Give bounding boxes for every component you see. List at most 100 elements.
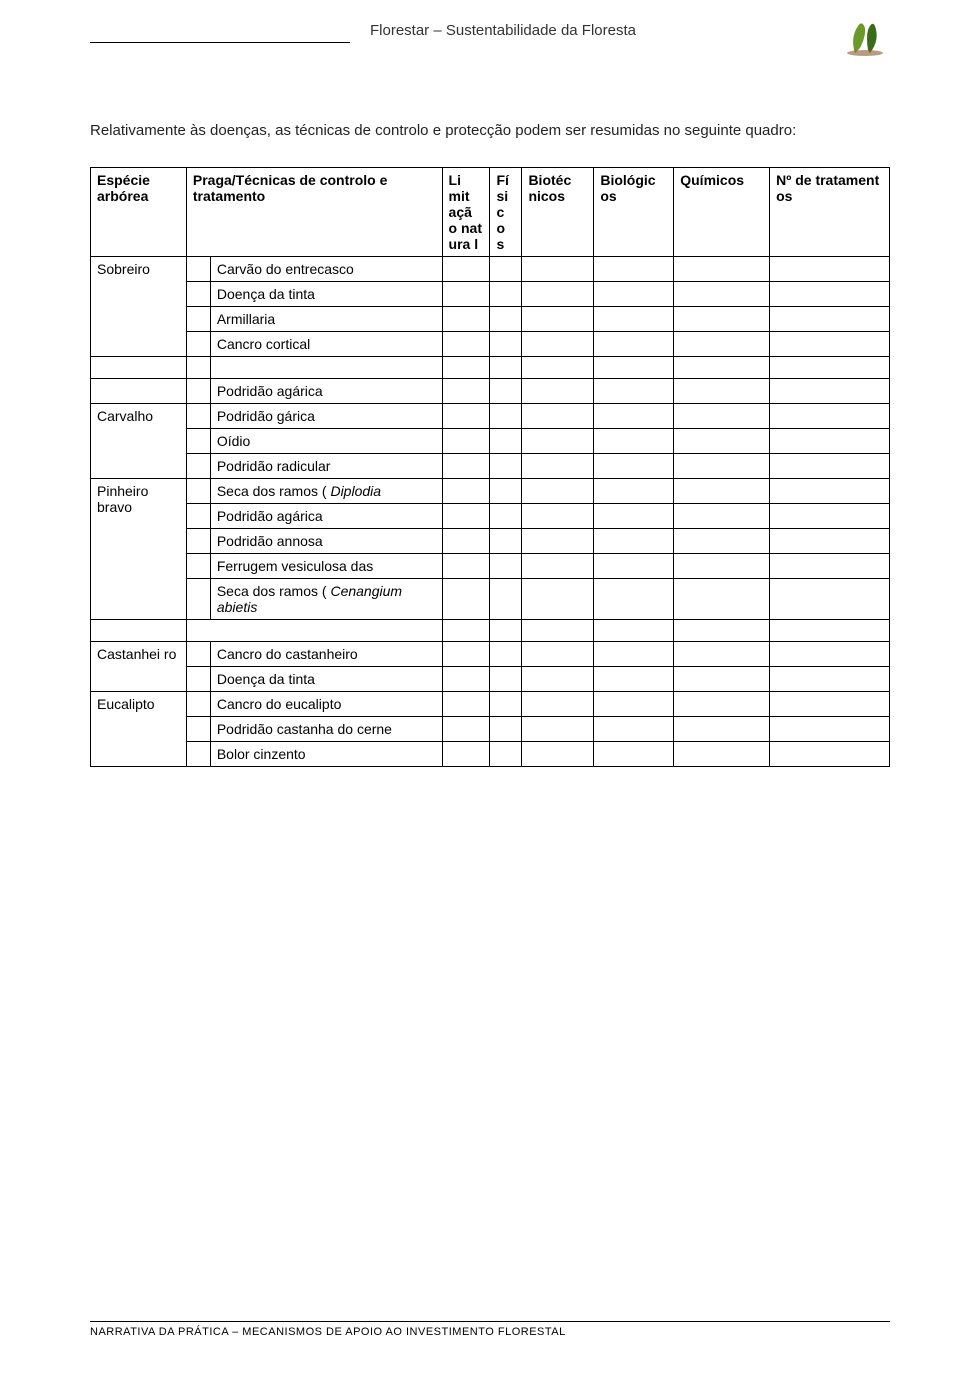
table-cell [490,691,522,716]
praga-cell: Podridão radicular [210,453,442,478]
col-fis: Fí si c o s [490,167,522,256]
table-cell [490,619,522,641]
table-cell [522,256,594,281]
table-cell [186,691,210,716]
table-cell [91,619,187,641]
table-cell [770,453,890,478]
species-cell: Carvalho [91,403,187,478]
table-cell [522,619,594,641]
table-cell [442,503,490,528]
table-cell [674,453,770,478]
col-biot: Biotéc nicos [522,167,594,256]
table-cell [490,281,522,306]
table-cell [770,331,890,356]
table-body: SobreiroCarvão do entrecascoDoença da ti… [91,256,890,766]
table-cell [522,453,594,478]
species-cell [91,378,187,403]
table-row: Doença da tinta [91,666,890,691]
praga-cell: Doença da tinta [210,281,442,306]
species-cell: Pinheiro bravo [91,478,187,619]
table-cell [522,716,594,741]
table-cell [186,641,210,666]
table-cell [674,553,770,578]
table-cell [594,478,674,503]
table-cell [594,453,674,478]
table-cell [442,378,490,403]
table-cell [770,428,890,453]
table-row: Cancro cortical [91,331,890,356]
table-cell [186,578,210,619]
table-cell [674,741,770,766]
table-cell [186,256,210,281]
intro-paragraph: Relativamente às doenças, as técnicas de… [90,120,890,143]
table-cell [594,281,674,306]
table-cell [442,666,490,691]
table-cell [522,356,594,378]
table-cell [522,741,594,766]
table-cell [186,716,210,741]
page-footer: NARRATIVA DA PRÁTICA – MECANISMOS DE APO… [90,1321,890,1338]
table-cell [770,281,890,306]
table-cell [522,528,594,553]
col-quim: Químicos [674,167,770,256]
table-row: Podridão annosa [91,528,890,553]
table-row: Armillaria [91,306,890,331]
table-cell [186,356,210,378]
praga-cell: Carvão do entrecasco [210,256,442,281]
table-cell [522,428,594,453]
table-cell [210,356,442,378]
table-cell [594,428,674,453]
table-cell [186,528,210,553]
table-cell [490,378,522,403]
table-cell [186,428,210,453]
table-cell [674,528,770,553]
table-cell [522,553,594,578]
table-cell [594,553,674,578]
table-cell [442,356,490,378]
table-cell [674,666,770,691]
table-cell [490,741,522,766]
table-cell [594,641,674,666]
table-cell [770,378,890,403]
table-row: Pinheiro bravoSeca dos ramos ( Diplodia [91,478,890,503]
table-cell [186,666,210,691]
table-cell [594,306,674,331]
praga-cell: Doença da tinta [210,666,442,691]
table-cell [490,306,522,331]
table-row: Podridão agárica [91,378,890,403]
praga-cell: Podridão castanha do cerne [210,716,442,741]
page-header-title: Florestar – Sustentabilidade da Floresta [370,22,636,39]
table-cell [186,281,210,306]
table-cell [674,331,770,356]
praga-cell: Podridão gárica [210,403,442,428]
table-cell [490,666,522,691]
praga-cell: Podridão annosa [210,528,442,553]
table-cell [770,256,890,281]
table-cell [442,478,490,503]
table-cell [522,478,594,503]
table-cell [490,356,522,378]
table-cell [490,428,522,453]
table-cell [594,741,674,766]
table-cell [674,691,770,716]
species-cell: Castanhei ro [91,641,187,691]
table-cell [442,281,490,306]
table-cell [442,453,490,478]
table-cell [490,331,522,356]
table-cell [442,641,490,666]
table-cell [770,641,890,666]
praga-cell: Armillaria [210,306,442,331]
table-cell [594,378,674,403]
table-cell [674,716,770,741]
table-row: Bolor cinzento [91,741,890,766]
table-cell [770,306,890,331]
table-cell [674,478,770,503]
table-cell [186,403,210,428]
table-cell [442,528,490,553]
table-cell [674,378,770,403]
table-cell [186,741,210,766]
table-cell [442,403,490,428]
table-cell [594,528,674,553]
table-cell [442,741,490,766]
table-cell [442,619,490,641]
